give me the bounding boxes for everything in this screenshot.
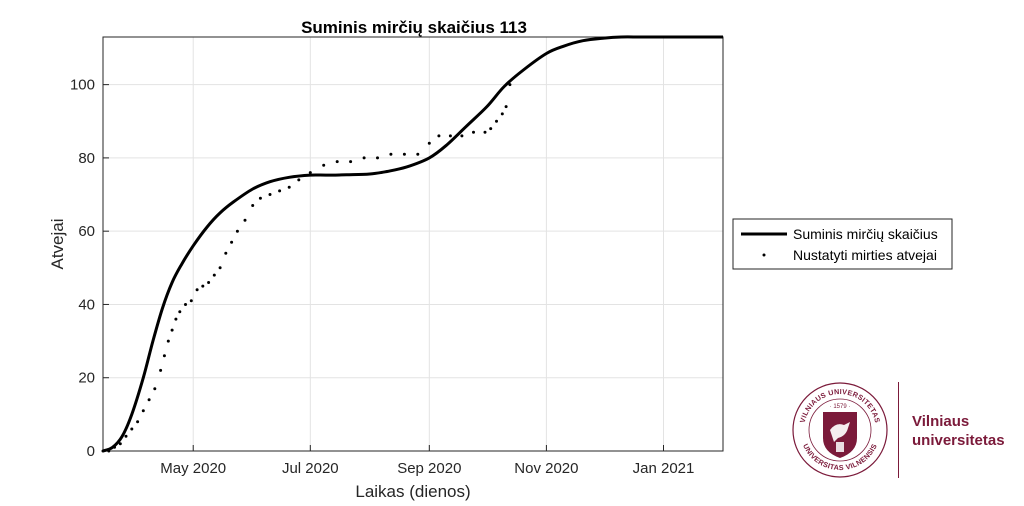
knight-icon [830,422,850,442]
data-point [251,204,255,207]
data-point [500,112,504,116]
y-axis-ticks: 0 20 40 60 80 100 [70,77,109,460]
legend: Suminis mirčių skaičius Nustatyti mirtie… [732,218,953,270]
x-tick-label: Nov 2020 [514,460,578,477]
data-point [136,420,140,424]
legend-dot-swatch [762,253,766,257]
x-tick-label: Jan 2021 [633,460,695,477]
data-point [162,354,166,358]
data-point [308,171,312,175]
data-point [362,156,366,160]
data-point [376,156,379,160]
logo-divider [898,382,899,478]
data-point [130,427,134,431]
university-name: Vilniaus universitetas [912,412,1005,450]
data-point [166,339,170,343]
university-seal: VILNIAUS UNIVERSITETAS UNIVERSITAS VILNE… [792,382,888,478]
data-point [504,105,508,109]
x-tick-label: Jul 2020 [282,460,339,477]
y-tick-label: 60 [78,223,95,240]
data-point [448,134,452,138]
data-point [189,299,193,303]
series-line-cumulative-deaths [102,35,723,453]
data-point [141,409,145,413]
seal-year: · 1579 · [830,404,851,410]
data-point [322,163,326,167]
data-point [224,251,228,255]
plot-area [102,36,724,452]
y-tick-label: 20 [78,370,95,387]
legend-entry-line: Suminis mirčių skaičius [793,226,938,242]
data-point [297,178,301,182]
data-point [207,281,211,284]
data-point [287,185,291,189]
data-point [174,317,178,321]
data-point [427,141,431,145]
data-point [389,152,393,156]
data-point [483,130,487,134]
y-tick-label: 80 [78,150,95,167]
data-point [258,196,262,200]
data-point [416,152,420,156]
y-tick-label: 0 [87,443,95,460]
data-point [147,398,151,402]
data-point [460,134,464,138]
y-tick-label: 100 [70,77,95,94]
legend-entry-dots: Nustatyti mirties atvejai [793,247,937,263]
data-point [201,284,205,288]
data-point [153,387,157,391]
data-point [230,240,234,244]
data-point [495,119,498,123]
data-point [195,288,199,292]
data-point [118,442,122,446]
chart-title: Suminis mirčių skaičius 113 [301,18,527,37]
data-point [235,229,239,233]
data-point [437,134,441,138]
data-point [178,310,182,314]
data-point [113,445,116,449]
series-layer [101,35,723,453]
university-logo: VILNIAUS UNIVERSITETAS UNIVERSITAS VILNE… [790,380,1020,480]
data-point [489,127,493,131]
university-name-line2: universitetas [912,432,1005,449]
y-axis-label: Atvejai [48,218,67,269]
data-point [268,193,272,196]
data-point [402,152,406,156]
data-point [278,189,282,193]
x-tick-label: May 2020 [160,460,226,477]
data-point [124,434,128,438]
data-point [212,273,216,277]
university-name-line1: Vilniaus [912,413,970,430]
x-tick-label: Sep 2020 [397,460,461,477]
data-point [184,303,187,306]
data-point [335,160,339,164]
legend-box [732,218,953,270]
data-point [472,130,475,134]
data-point [107,449,111,453]
series-points-observed-deaths [101,83,512,453]
data-point [218,266,222,270]
y-tick-label: 40 [78,296,95,313]
data-point [170,328,174,332]
data-point [243,218,247,222]
data-point [159,368,163,372]
data-point [101,449,105,453]
x-axis-ticks: May 2020 Jul 2020 Sep 2020 Nov 2020 Jan 2021 [160,445,694,477]
x-axis-label: Laikas (dienos) [355,482,470,501]
data-point [508,83,512,87]
data-point [349,160,353,164]
